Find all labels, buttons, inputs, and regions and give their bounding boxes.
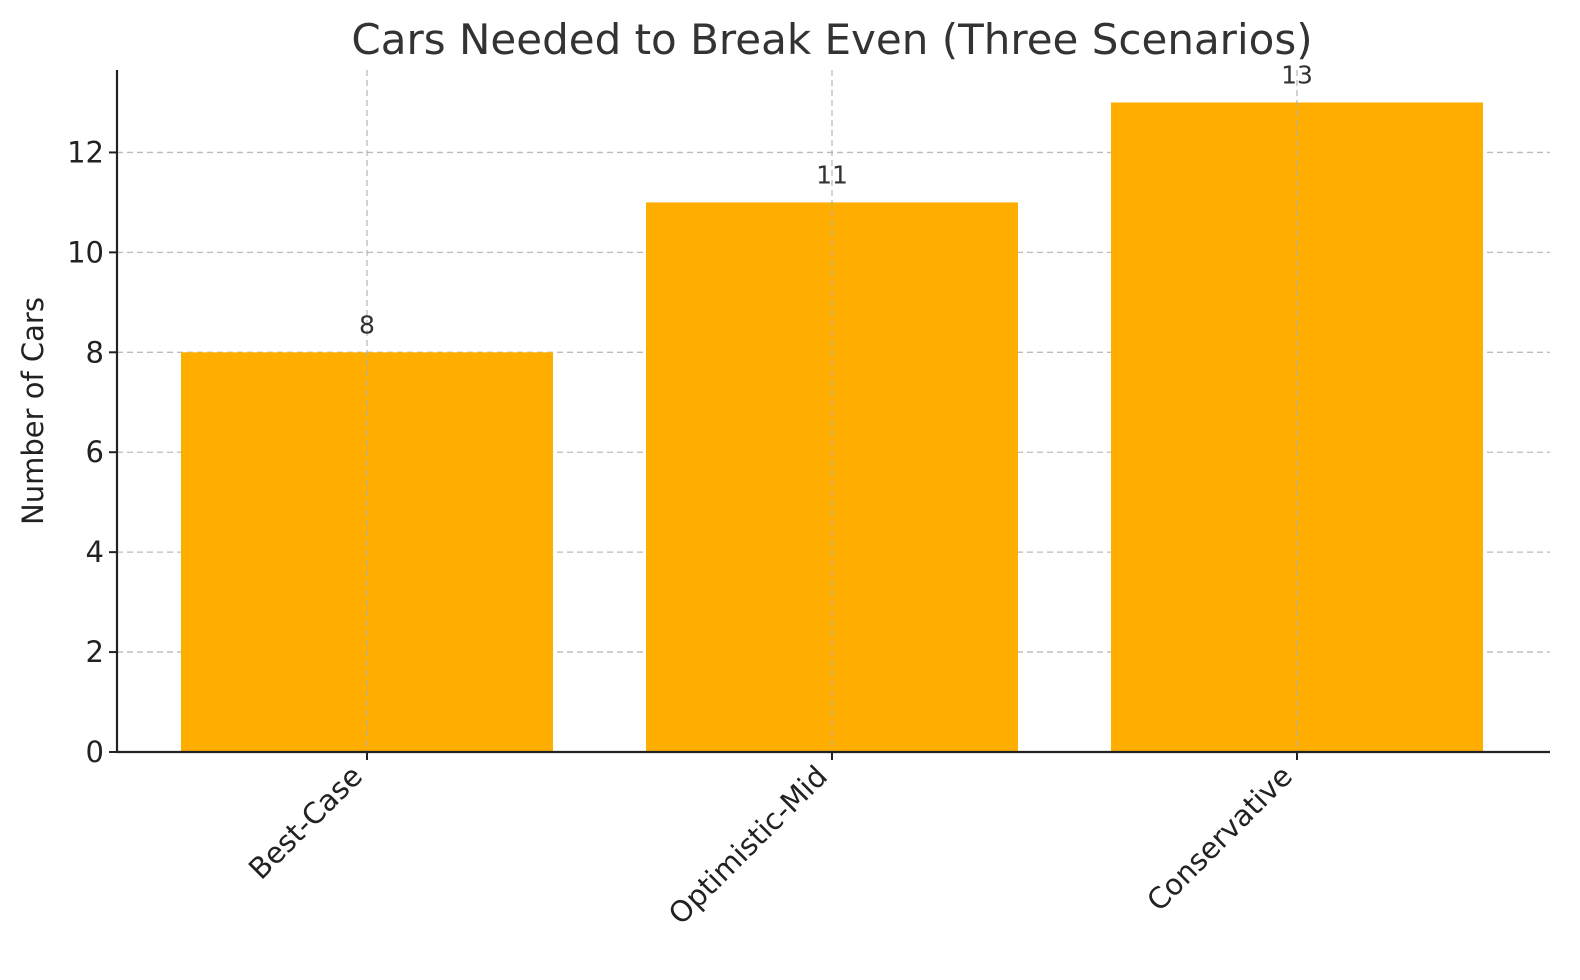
bar-value-label: 8 [359,310,375,339]
vertical-gridlines [366,70,1298,752]
value-labels: 8 11 13 [359,60,1313,339]
x-tick-label: Optimistic-Mid [662,759,834,931]
y-tick-label: 10 [67,235,104,269]
y-tick-label: 4 [86,535,104,569]
y-axis-ticks: 0 2 4 6 8 10 12 [67,135,117,769]
y-tick-label: 6 [86,435,104,469]
chart-title: Cars Needed to Break Even (Three Scenari… [351,15,1312,64]
x-axis-ticks: Best-Case Optimistic-Mid Conservative [242,752,1299,931]
x-tick-label: Conservative [1140,759,1299,918]
y-tick-label: 2 [86,635,104,669]
x-tick-label: Best-Case [242,759,369,886]
bar-value-label: 11 [816,160,848,189]
bar-value-label: 13 [1281,60,1313,89]
y-tick-label: 12 [67,135,104,169]
y-axis-label: Number of Cars [16,297,50,525]
y-tick-label: 8 [86,335,104,369]
y-tick-label: 0 [86,735,104,769]
